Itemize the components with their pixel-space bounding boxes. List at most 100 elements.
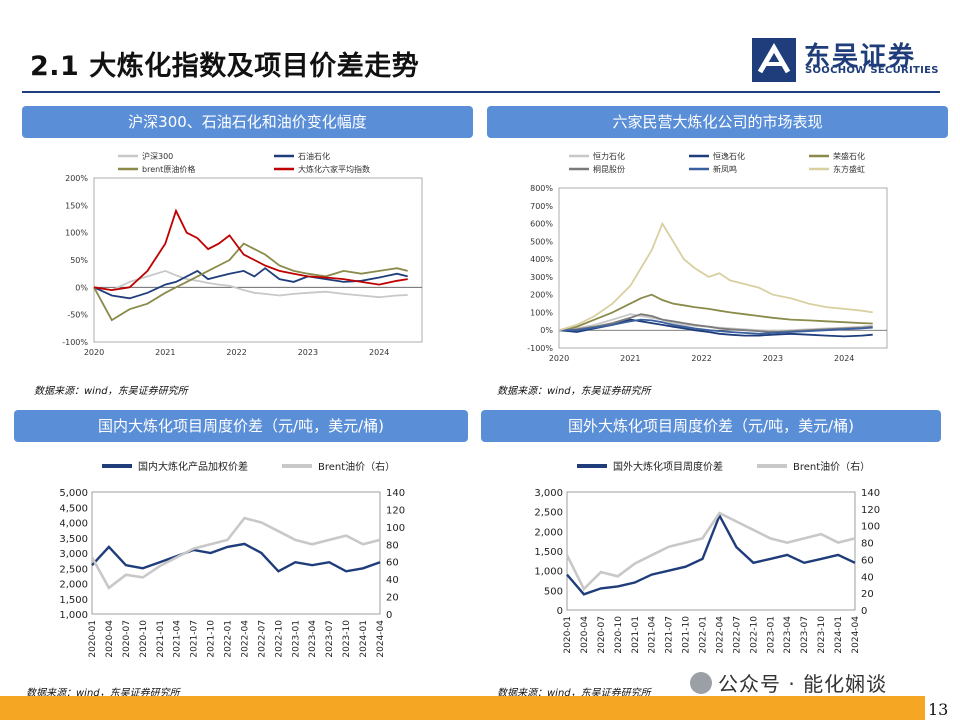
chart-domestic-spread: 5,000 4,500 4,000 3,500 3,000 2,500 2,000 1,500…	[59, 460, 405, 658]
x-tick-label: 2023	[763, 354, 783, 363]
y2-tick-label: 100	[861, 522, 880, 533]
x-tick-label: 2022	[691, 354, 711, 363]
x-tick-label: 2023-07	[325, 620, 335, 658]
source-note-2: 数据来源：wind，东吴证券研究所	[497, 386, 651, 397]
panel-heading-3: 国内大炼化项目周度价差（元/吨，美元/桶)	[14, 410, 468, 442]
y-tick-label: 100%	[65, 229, 88, 238]
x-tick-label: 2021-10	[682, 616, 692, 654]
y2-tick-label: 20	[861, 589, 874, 600]
x-tick-label: 2023-01	[766, 616, 776, 654]
y2-tick-label: 0	[861, 606, 867, 617]
y2-tick-label: 0	[386, 610, 392, 621]
x-tick-label: 2020-10	[614, 616, 624, 654]
y2-tick-label: 40	[386, 575, 399, 586]
x-tick-label: 2022-04	[715, 616, 725, 654]
watermark-text: 公众号 · 能化娴谈	[718, 672, 888, 696]
x-tick-label: 2023-01	[291, 620, 301, 658]
y-tick-label: 4,500	[59, 503, 88, 514]
x-tick-label: 2024	[369, 348, 389, 357]
legend-label: 石油石化	[298, 151, 330, 161]
x-tick-label: 2021-04	[173, 620, 183, 658]
watermark: 公众号 · 能化娴谈	[690, 668, 887, 697]
series-line	[565, 511, 856, 592]
x-tick-label: 2021-04	[648, 616, 658, 654]
y-tick-label: 2,000	[534, 527, 563, 538]
x-tick-label: 2022-01	[224, 620, 234, 658]
series-line	[93, 208, 408, 292]
x-tick-label: 2021	[155, 348, 175, 357]
x-tick-label: 2021-07	[665, 616, 675, 654]
x-tick-label: 2024-01	[834, 616, 844, 654]
y-tick-label: 500	[544, 586, 563, 597]
series-line	[566, 512, 856, 596]
y-tick-label: 1,500	[534, 547, 563, 558]
legend-label: 新凤鸣	[713, 164, 737, 174]
y-tick-label: -50%	[67, 311, 88, 320]
page-title: 2.1 大炼化指数及项目价差走势	[30, 51, 420, 82]
legend-label: brent原油价格	[142, 164, 195, 174]
y2-tick-label: 140	[386, 488, 405, 499]
x-tick-label: 2022-10	[274, 620, 284, 658]
legend-label: Brent油价（右）	[793, 460, 870, 473]
x-tick-label: 2024-04	[376, 620, 386, 658]
title-rule	[22, 91, 940, 93]
x-tick-label: 2020-01	[88, 620, 98, 658]
x-tick-label: 2020	[84, 348, 104, 357]
y2-tick-label: 80	[861, 539, 874, 550]
y2-tick-label: 60	[386, 558, 399, 569]
source-note-3: 数据来源：wind，东吴证券研究所	[26, 688, 180, 699]
x-tick-label: 2023-10	[817, 616, 827, 654]
y-tick-label: 0	[557, 606, 563, 617]
y2-tick-label: 100	[386, 523, 405, 534]
x-tick-label: 2021-01	[156, 620, 166, 658]
x-tick-label: 2022-04	[240, 620, 250, 658]
y-tick-label: 150%	[65, 201, 88, 210]
y-tick-label: 300%	[530, 273, 553, 282]
panel-heading-4: 国外大炼化项目周度价差（元/吨，美元/桶)	[481, 410, 941, 442]
x-tick-label: 2020-01	[563, 616, 573, 654]
x-tick-label: 2022	[226, 348, 246, 357]
x-tick-label: 2023-04	[308, 620, 318, 658]
y2-tick-label: 20	[386, 593, 399, 604]
y-tick-label: 1,500	[59, 595, 88, 606]
x-tick-label: 2023-07	[800, 616, 810, 654]
y-tick-label: 500%	[530, 237, 553, 246]
x-tick-label: 2024-01	[359, 620, 369, 658]
y-tick-label: 200%	[530, 291, 553, 300]
x-tick-label: 2022-01	[699, 616, 709, 654]
series-line	[558, 293, 873, 332]
company-logo: 东吴证券 SOOCHOW SECURITIES	[752, 38, 942, 82]
series-line	[559, 318, 873, 335]
y-tick-label: 0%	[75, 283, 88, 292]
y-tick-label: 2,500	[534, 508, 563, 519]
plot-frame	[558, 187, 888, 349]
chart-overseas-spread: 3,000 2,500 2,000 1,500 1,000 500 0 140 120 100 80…	[534, 460, 880, 654]
y-tick-label: 50%	[70, 256, 88, 265]
x-tick-label: 2023-10	[342, 620, 352, 658]
y-tick-label: 1,000	[534, 567, 563, 578]
legend-label: 恒逸石化	[713, 151, 745, 161]
series-line	[91, 542, 381, 573]
x-tick-label: 2021-10	[207, 620, 217, 658]
y-tick-label: -100%	[527, 344, 553, 353]
y-tick-label: 5,000	[59, 488, 88, 499]
logo-cn-text: 东吴证券	[804, 42, 917, 72]
y2-tick-label: 80	[386, 540, 399, 551]
y-tick-label: 100%	[530, 308, 553, 317]
source-note-1: 数据来源：wind，东吴证券研究所	[34, 386, 188, 397]
y-tick-label: 3,000	[534, 488, 563, 499]
x-tick-label: 2024	[834, 354, 854, 363]
y-tick-label: 4,000	[59, 519, 88, 530]
logo-en-text: SOOCHOW SECURITIES	[805, 65, 939, 76]
series-line	[558, 313, 873, 333]
x-tick-label: 2021-07	[190, 620, 200, 658]
series-line	[558, 221, 873, 332]
y2-tick-label: 40	[861, 572, 874, 583]
legend-label: 大炼化六家平均指数	[298, 164, 370, 174]
legend-label: 恒力石化	[593, 151, 625, 161]
legend-label: 桐昆股份	[593, 164, 625, 174]
y-tick-label: 700%	[530, 202, 553, 211]
legend-label: Brent油价（右）	[318, 460, 395, 473]
legend-label: 东方盛虹	[833, 164, 865, 174]
y-tick-label: 2,500	[59, 564, 88, 575]
